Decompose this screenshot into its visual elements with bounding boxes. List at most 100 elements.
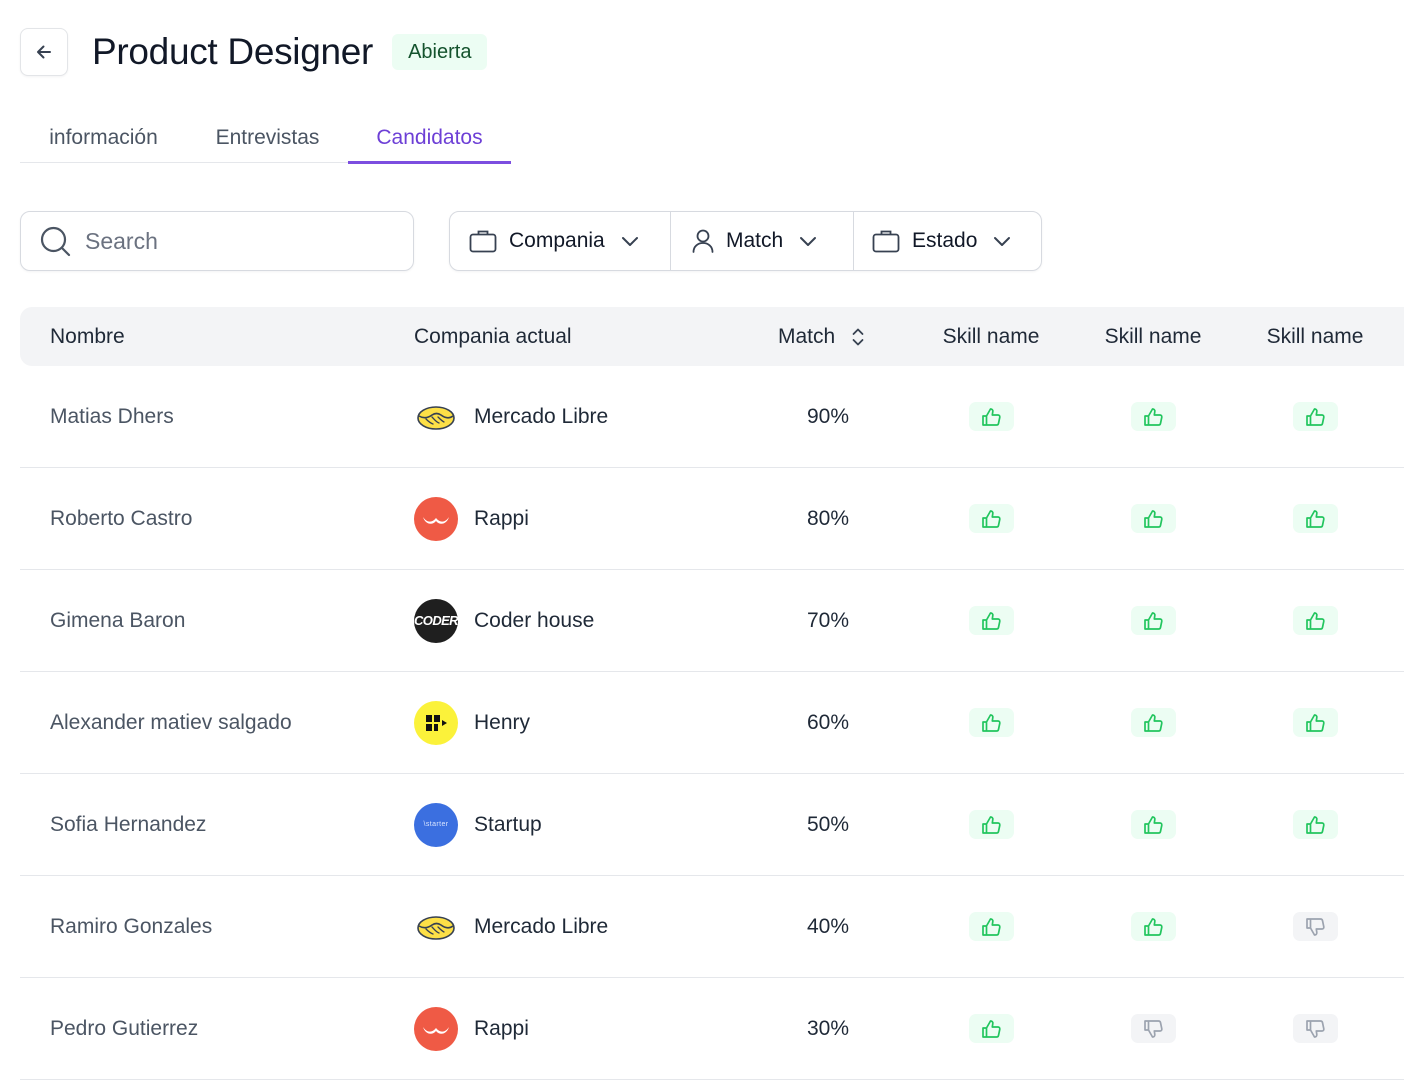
table-row[interactable]: Matias Dhers Mercado Libre 90% — [20, 366, 1404, 468]
filter-compania[interactable]: Compania — [450, 212, 670, 270]
thumbs-up-icon — [981, 713, 1001, 732]
match-value: 70% — [806, 608, 850, 632]
table-row[interactable]: Ramiro Gonzales Mercado Libre 40% — [20, 876, 1404, 978]
skill-cell — [951, 978, 1031, 1079]
table-header: Nombre Compania actual Match Skill name … — [20, 307, 1404, 366]
skill-cell — [1275, 774, 1355, 875]
skill-cell — [1113, 366, 1193, 467]
mercadolibre-logo — [414, 905, 458, 949]
skill-badge — [968, 912, 1014, 941]
chevron-down-icon — [621, 235, 639, 247]
candidate-name[interactable]: Matias Dhers — [50, 404, 174, 428]
match-value: 50% — [806, 812, 850, 836]
table-row[interactable]: Roberto Castro Rappi 80% — [20, 468, 1404, 570]
thumbs-down-icon — [1305, 1019, 1325, 1038]
skill-badge — [968, 810, 1014, 839]
page-header: Product Designer Abierta — [20, 28, 488, 76]
thumbs-up-icon — [1143, 407, 1163, 426]
candidate-name[interactable]: Ramiro Gonzales — [50, 914, 213, 938]
skill-badge — [968, 402, 1014, 431]
arrow-left-icon — [37, 45, 51, 59]
column-header-skill-3[interactable]: Skill name — [1266, 324, 1364, 348]
column-header-nombre[interactable]: Nombre — [50, 324, 125, 348]
company-cell: Rappi — [414, 978, 529, 1079]
thumbs-up-icon — [1143, 917, 1163, 936]
tab-candidatos[interactable]: Candidatos — [348, 114, 511, 164]
search-input[interactable] — [85, 227, 385, 255]
coderhouse-logo: CODER — [414, 598, 459, 643]
skill-badge — [968, 504, 1014, 533]
chevron-down-icon — [993, 235, 1011, 247]
skill-badge — [1130, 606, 1176, 635]
user-icon — [692, 229, 714, 253]
column-header-match[interactable]: Match — [778, 307, 865, 366]
search-box[interactable] — [20, 211, 414, 271]
column-header-match-label: Match — [778, 324, 836, 348]
skill-badge — [1292, 810, 1338, 839]
skill-cell — [951, 468, 1031, 569]
back-button[interactable] — [20, 28, 68, 76]
table-row[interactable]: Gimena Baron CODER Coder house 70% — [20, 570, 1404, 672]
company-name: Startup — [474, 812, 542, 836]
candidate-name[interactable]: Sofia Hernandez — [50, 812, 207, 836]
company-name: Mercado Libre — [474, 914, 609, 938]
company-name: Rappi — [474, 506, 529, 530]
thumbs-up-icon — [1143, 713, 1163, 732]
skill-badge — [1130, 708, 1176, 737]
filter-group: Compania Match Estado — [449, 211, 1042, 271]
company-cell: Mercado Libre — [414, 876, 608, 977]
filter-compania-label: Compania — [509, 229, 605, 252]
filter-match-label: Match — [726, 229, 784, 252]
sort-icon[interactable] — [851, 327, 865, 347]
table-row[interactable]: Pedro Gutierrez Rappi 30% — [20, 978, 1404, 1080]
briefcase-icon — [872, 229, 900, 253]
filter-match[interactable]: Match — [670, 212, 853, 270]
chevron-down-icon — [799, 235, 817, 247]
skill-cell — [951, 570, 1031, 671]
skill-cell — [1113, 774, 1193, 875]
company-name: Henry — [474, 710, 531, 734]
candidate-name[interactable]: Roberto Castro — [50, 506, 193, 530]
thumbs-up-icon — [1305, 815, 1325, 834]
skill-cell — [951, 876, 1031, 977]
thumbs-up-icon — [1305, 509, 1325, 528]
company-cell: CODER Coder house — [414, 570, 594, 671]
column-header-compania[interactable]: Compania actual — [414, 324, 572, 348]
tab-bar: información Entrevistas Candidatos — [20, 114, 511, 164]
skill-cell — [1113, 468, 1193, 569]
page-title: Product Designer — [92, 31, 374, 72]
thumbs-up-icon — [1305, 407, 1325, 426]
status-badge: Abierta — [392, 34, 488, 70]
skill-badge — [968, 708, 1014, 737]
candidate-name[interactable]: Gimena Baron — [50, 608, 186, 632]
candidate-name[interactable]: Alexander matiev salgado — [50, 710, 292, 734]
skill-cell — [1113, 570, 1193, 671]
thumbs-up-icon — [1143, 611, 1163, 630]
filter-estado[interactable]: Estado — [853, 212, 1041, 270]
skill-badge — [1292, 606, 1338, 635]
thumbs-up-icon — [981, 917, 1001, 936]
skill-cell — [1275, 876, 1355, 977]
tab-informacion[interactable]: información — [49, 126, 158, 149]
skill-cell — [951, 672, 1031, 773]
skill-badge — [1130, 912, 1176, 941]
tab-entrevistas[interactable]: Entrevistas — [215, 126, 320, 149]
skill-cell — [1113, 672, 1193, 773]
candidate-name[interactable]: Pedro Gutierrez — [50, 1016, 199, 1040]
thumbs-up-icon — [981, 407, 1001, 426]
skill-badge — [1292, 912, 1338, 941]
skill-cell — [1113, 978, 1193, 1079]
thumbs-down-icon — [1305, 917, 1325, 936]
column-header-skill-1[interactable]: Skill name — [942, 324, 1040, 348]
mercadolibre-logo — [414, 395, 458, 439]
thumbs-down-icon — [1143, 1019, 1163, 1038]
match-value: 40% — [806, 914, 850, 938]
company-cell: Henry — [414, 672, 530, 773]
table-row[interactable]: Alexander matiev salgado Henry 60% — [20, 672, 1404, 774]
thumbs-up-icon — [1143, 509, 1163, 528]
company-name: Mercado Libre — [474, 404, 609, 428]
skill-badge — [1130, 504, 1176, 533]
column-header-skill-2[interactable]: Skill name — [1104, 324, 1202, 348]
table-row[interactable]: Sofia Hernandez \starter Startup 50% — [20, 774, 1404, 876]
company-cell: Rappi — [414, 468, 529, 569]
